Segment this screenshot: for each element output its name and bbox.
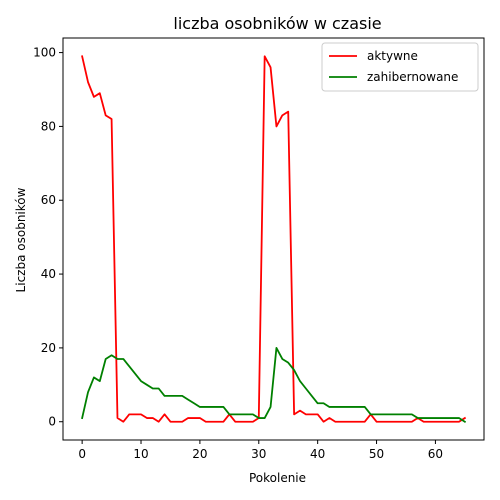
legend-entry-label: aktywne [367,49,418,63]
plot-area [81,55,467,423]
x-tick-label: 30 [251,447,266,461]
x-axis-label: Pokolenie [249,471,306,485]
series-line-zahibernowane [81,346,467,423]
x-tick-label: 0 [78,447,86,461]
x-tick-label: 50 [369,447,384,461]
series-line-aktywne [81,55,467,423]
x-tick-label: 60 [428,447,443,461]
x-tick-label: 20 [192,447,207,461]
y-axis-label: Liczba osobników [14,187,28,292]
y-tick-label: 40 [41,267,56,281]
legend: aktywne zahibernowane [321,42,479,92]
y-tick-label: 0 [48,415,56,429]
chart-title: liczba osobników w czasie [173,14,381,33]
y-tick-label: 60 [41,193,56,207]
plot-frame [62,37,485,441]
x-axis: 0 10 20 30 40 50 60 [78,440,443,461]
legend-entry-label: zahibernowane [367,70,458,84]
x-tick-label: 40 [310,447,325,461]
y-axis: 0 20 40 60 80 100 [33,46,63,429]
y-tick-label: 100 [33,46,56,60]
y-tick-label: 20 [41,341,56,355]
legend-box [321,42,479,92]
x-tick-label: 10 [133,447,148,461]
y-tick-label: 80 [41,119,56,133]
